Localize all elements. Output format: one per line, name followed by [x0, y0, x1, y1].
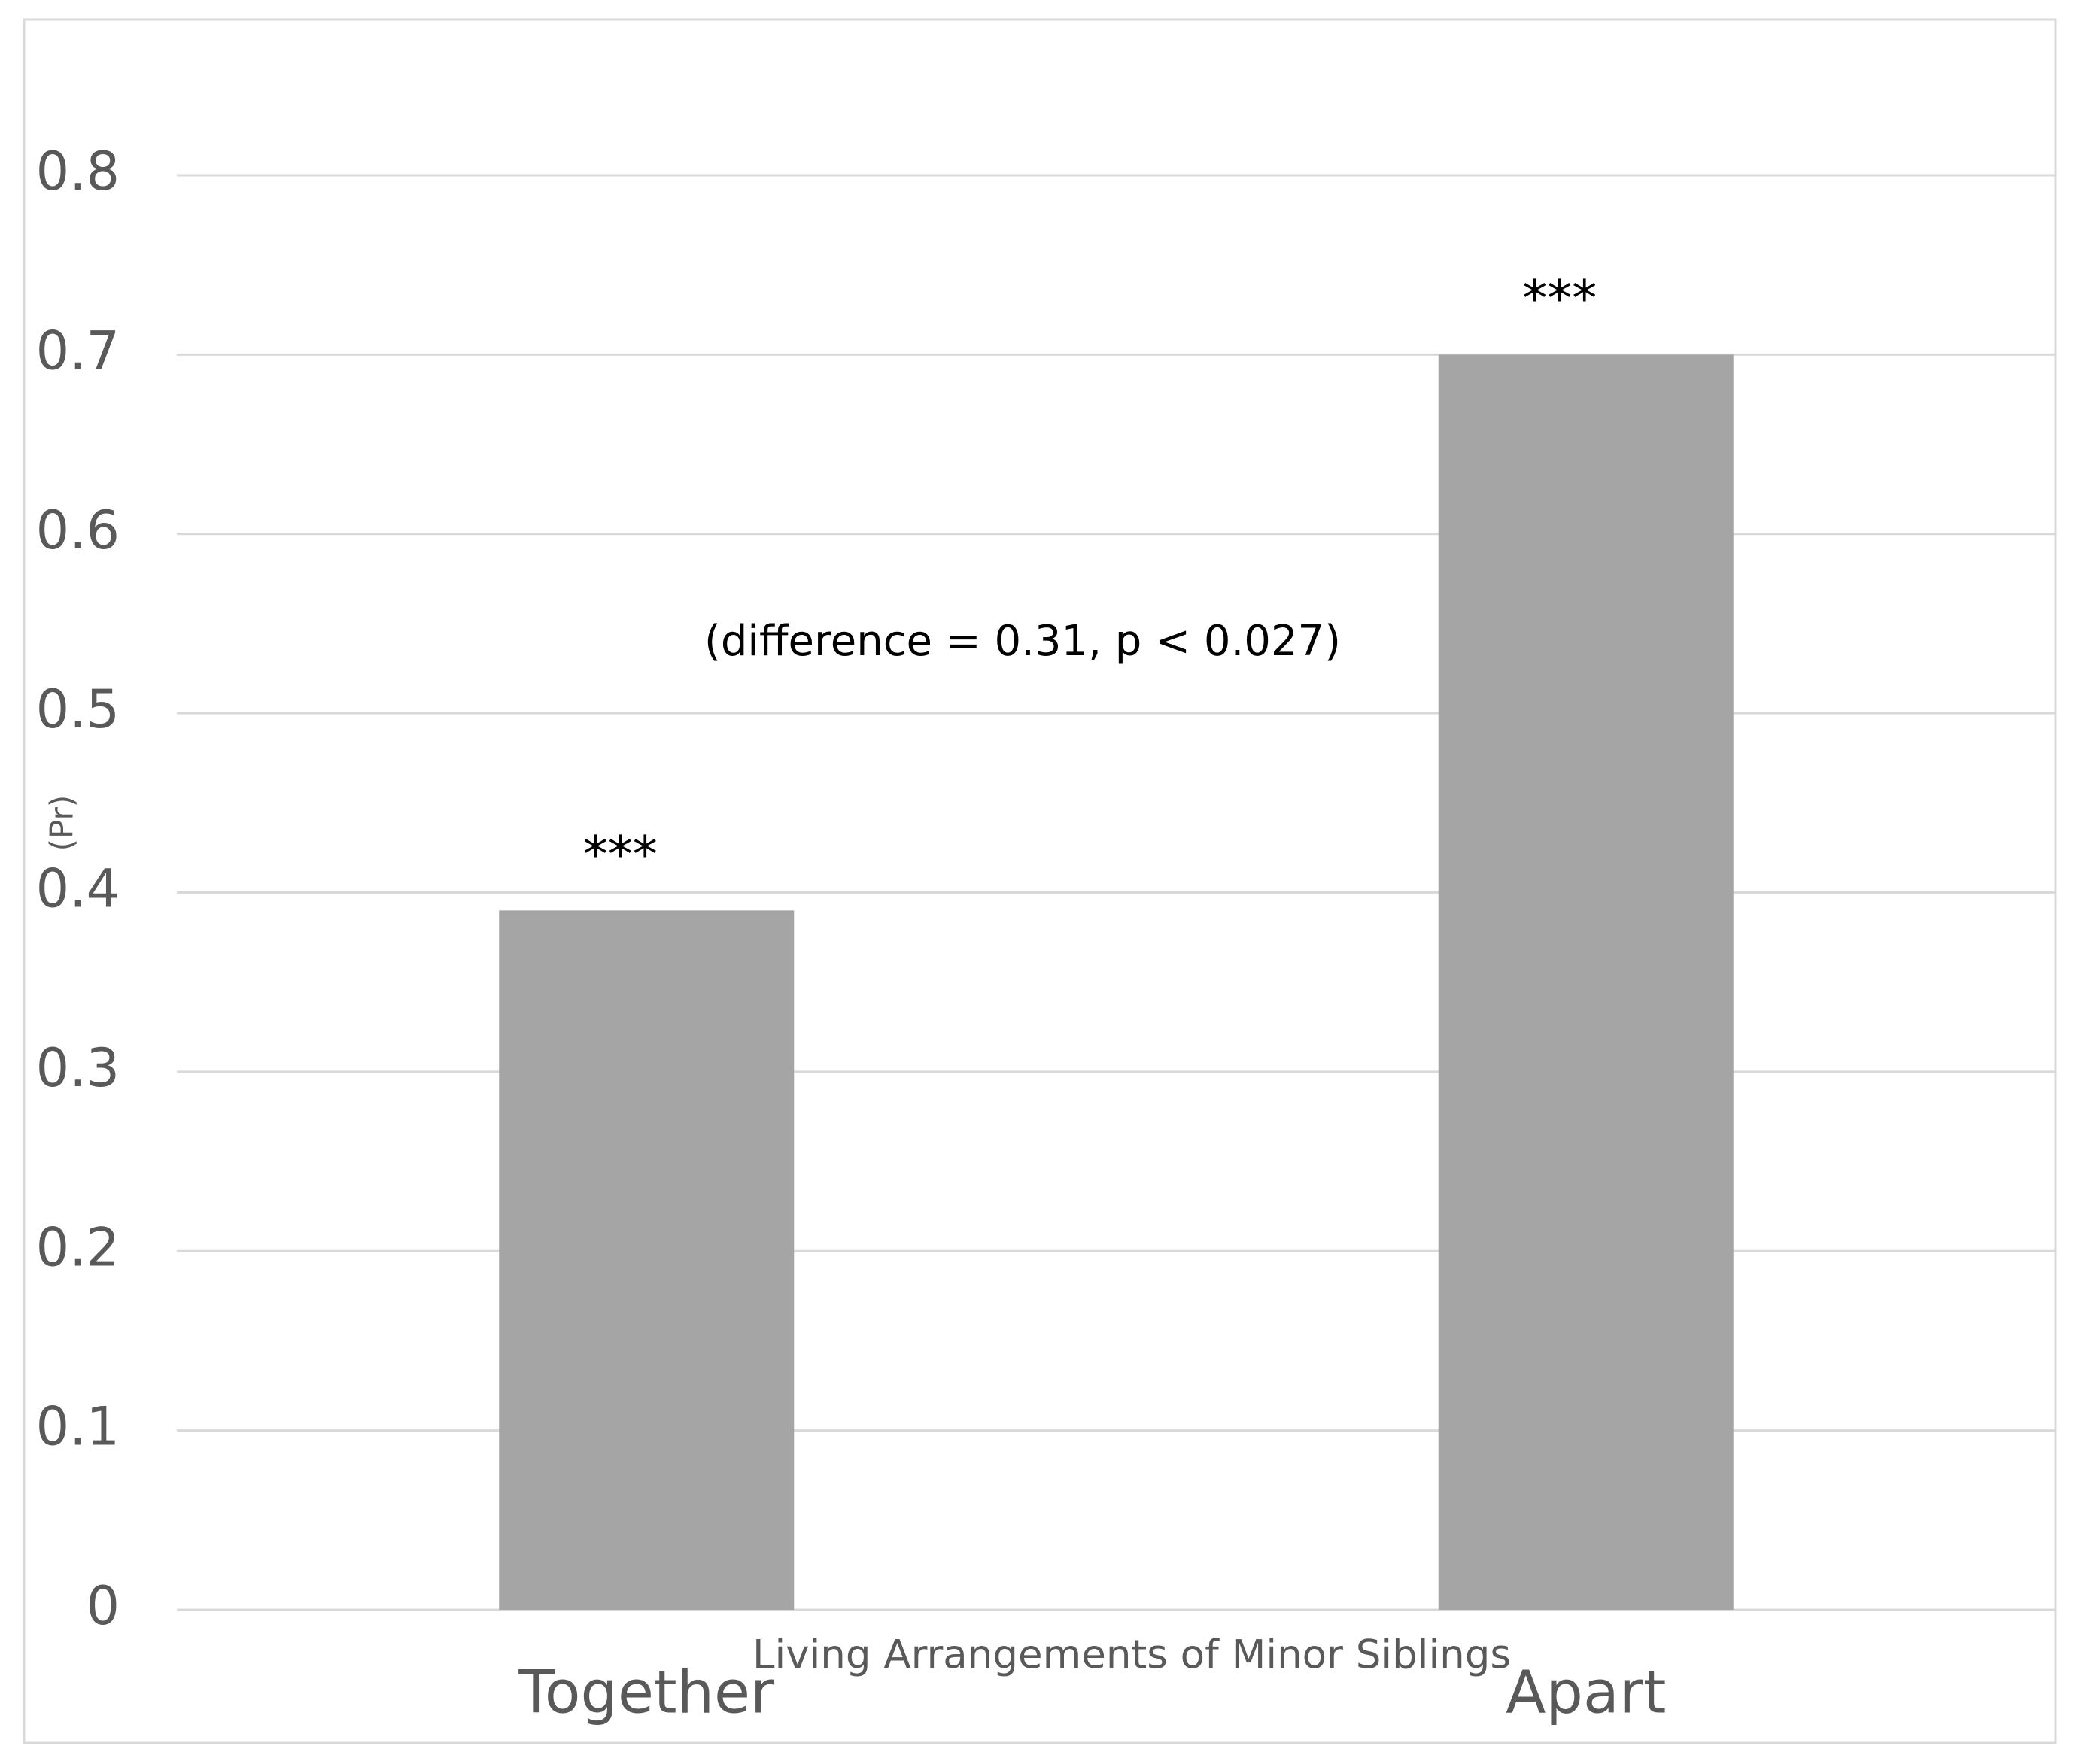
x-tick-label: Together — [518, 1659, 775, 1726]
x-axis-label: Living Arrangements of Minor Siblings — [752, 1632, 1511, 1678]
bar — [1438, 354, 1734, 1610]
y-tick-label: 0.8 — [36, 141, 120, 202]
y-axis-label: (Pr) — [44, 795, 81, 852]
y-tick-label: 0.3 — [36, 1037, 120, 1099]
y-tick-label: 0.1 — [36, 1396, 120, 1458]
y-tick-label: 0.7 — [36, 320, 120, 381]
chart-frame — [23, 18, 2057, 1744]
y-tick-label: 0.6 — [36, 499, 120, 561]
y-tick-label: 0.5 — [36, 679, 120, 740]
y-tick-label: 0.2 — [36, 1216, 120, 1278]
bar-annotation: *** — [1522, 269, 1597, 327]
bar — [499, 910, 795, 1610]
bar-annotation: *** — [583, 825, 658, 883]
y-tick-label: 0 — [86, 1575, 120, 1637]
y-tick-label: 0.4 — [36, 858, 120, 920]
annotation: (difference = 0.31, p < 0.027) — [704, 617, 1341, 666]
x-tick-label: Apart — [1506, 1659, 1666, 1726]
